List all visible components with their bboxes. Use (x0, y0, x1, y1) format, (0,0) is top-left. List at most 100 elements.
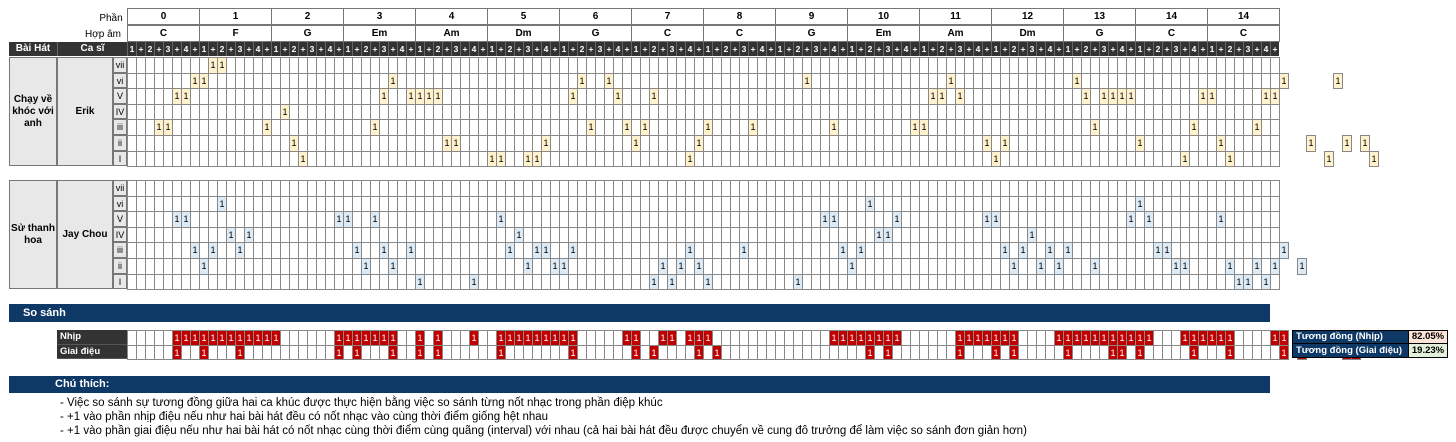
beat-label: + (1216, 42, 1225, 56)
chord-name: C (1135, 25, 1208, 42)
beat-label: + (1072, 42, 1081, 56)
scale-degree-label: iii (113, 119, 127, 135)
note: 1 (649, 88, 659, 105)
beat-label: + (730, 42, 739, 56)
beat-label: 1 (415, 42, 424, 56)
chord-name: G (271, 25, 344, 42)
beat-label: 4 (253, 42, 262, 56)
beat-label: 3 (883, 42, 892, 56)
note: 1 (1297, 258, 1307, 275)
match-cell: 1 (649, 344, 659, 360)
match-cell: 1 (883, 344, 893, 360)
beat-label: 4 (469, 42, 478, 56)
note: 1 (1072, 72, 1082, 90)
section-number: 3 (343, 8, 416, 25)
note: 1 (1045, 242, 1055, 259)
section-number: 6 (559, 8, 632, 25)
phan-label: Phần (99, 13, 123, 24)
note: 1 (685, 242, 695, 259)
note-cell (1270, 273, 1280, 291)
match-cell: 1 (1009, 344, 1019, 360)
section-number: 10 (847, 8, 920, 25)
note-cell (1270, 150, 1280, 168)
section-number: 11 (919, 8, 992, 25)
note: 1 (433, 88, 443, 105)
beat-label: + (802, 42, 811, 56)
note: 1 (793, 273, 803, 291)
beat-label: 3 (307, 42, 316, 56)
match-cell: 1 (631, 344, 641, 360)
beat-label: 3 (235, 42, 244, 56)
note: 1 (190, 242, 200, 259)
comparison-section-bar: So sánh (9, 304, 1270, 322)
beat-label: 4 (1045, 42, 1054, 56)
note: 1 (847, 258, 857, 275)
beat-label: + (892, 42, 901, 56)
scale-degree-label: ii (113, 258, 127, 274)
beat-label: + (964, 42, 973, 56)
match-cell: 1 (496, 344, 506, 360)
note-cell (1270, 211, 1280, 228)
beat-label: 3 (739, 42, 748, 56)
note-line-2: - +1 vào phần nhịp điệu nếu như hai bài … (60, 411, 549, 423)
note: 1 (370, 119, 380, 136)
beat-label: 3 (811, 42, 820, 56)
beat-label: 1 (847, 42, 856, 56)
comparison-row-label: Nhịp (57, 330, 127, 345)
beat-label: + (1144, 42, 1153, 56)
note: 1 (1279, 242, 1289, 259)
beat-label: 3 (595, 42, 604, 56)
match-cell: 1 (991, 344, 1001, 360)
beat-label: 2 (793, 42, 802, 56)
beat-label: + (910, 42, 919, 56)
beat-label: + (586, 42, 595, 56)
match-cell: 1 (1144, 330, 1154, 346)
beat-label: 2 (649, 42, 658, 56)
beat-label: 3 (451, 42, 460, 56)
note: 1 (235, 242, 245, 259)
section-number: 1 (199, 8, 272, 25)
comparison-row-label: Giai điệu (57, 344, 127, 359)
beat-label: + (1162, 42, 1171, 56)
match-cell: 1 (415, 344, 425, 360)
section-number: 9 (775, 8, 848, 25)
scale-degree-label: ii (113, 135, 127, 151)
note: 1 (541, 242, 551, 259)
chord-name: C (631, 25, 704, 42)
beat-label: + (244, 42, 253, 56)
note-cell (1270, 119, 1280, 136)
match-cell: 1 (271, 330, 281, 346)
chord-name: C (703, 25, 776, 42)
beat-label: + (388, 42, 397, 56)
summary-label: Tương đồng (Nhịp) (1293, 331, 1408, 343)
note: 1 (451, 135, 461, 152)
beat-label: + (424, 42, 433, 56)
note: 1 (244, 226, 254, 244)
beat-label: + (820, 42, 829, 56)
match-cell: 1 (703, 330, 713, 346)
beat-label: + (784, 42, 793, 56)
ca-si-header: Ca sĩ (57, 42, 127, 56)
note: 1 (703, 119, 713, 136)
note: 1 (1369, 150, 1379, 168)
note: 1 (1126, 88, 1136, 105)
bai-hat-header: Bài Hát (9, 42, 57, 56)
note: 1 (496, 211, 506, 228)
beat-label: 1 (271, 42, 280, 56)
chord-name: C (127, 25, 200, 42)
scale-degree-label: vii (113, 57, 127, 73)
beat-label: 3 (1171, 42, 1180, 56)
beat-label: + (550, 42, 559, 56)
note: 1 (748, 119, 758, 136)
chord-name: Em (343, 25, 416, 42)
scale-degree-label: V (113, 88, 127, 104)
match-cell: 1 (1189, 344, 1199, 360)
section-number: 0 (127, 8, 200, 25)
note: 1 (1270, 88, 1280, 105)
beat-label: + (478, 42, 487, 56)
note: 1 (1018, 242, 1028, 259)
match-cell: 1 (433, 344, 443, 360)
comparison-title: So sánh (23, 307, 66, 319)
beat-label: + (694, 42, 703, 56)
match-cell: 1 (712, 344, 722, 360)
